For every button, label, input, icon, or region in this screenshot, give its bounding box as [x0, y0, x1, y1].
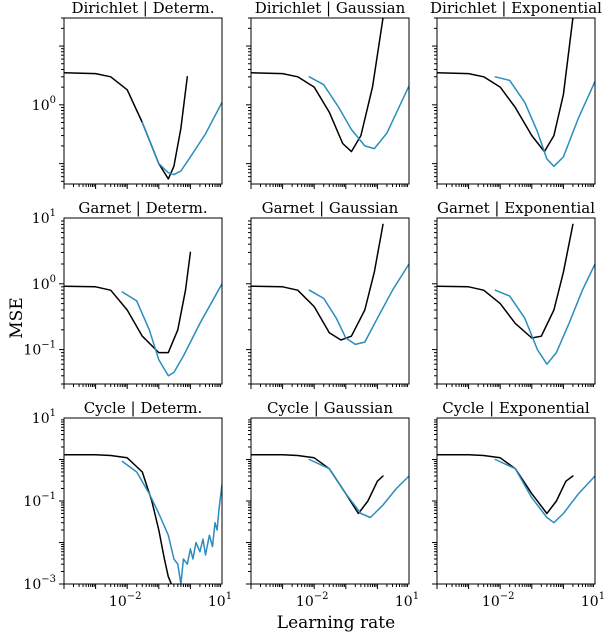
subplot-title: Cycle | Gaussian: [267, 399, 393, 417]
series-line-blue: [308, 263, 409, 346]
series-line-blue: [308, 458, 409, 519]
x-tick-label: 101: [395, 591, 419, 610]
series-line-black: [437, 18, 574, 153]
x-tick-label: 101: [208, 591, 232, 610]
subplot-3: Dirichlet | Exponential: [430, 0, 602, 189]
series-line-blue: [308, 76, 409, 150]
subplot-4: Garnet | Determ. 101 100 10−1: [23, 199, 223, 389]
axes-frame: [250, 17, 410, 185]
x-tick-label: 10−2: [296, 591, 329, 610]
axes-frame: [436, 417, 596, 585]
series-line-blue: [494, 76, 595, 168]
series-line-blue: [141, 101, 222, 176]
y-axis-label: MSE: [7, 297, 27, 338]
series-line-blue: [121, 460, 222, 584]
series-line-black: [437, 454, 574, 515]
x-tick-label: 10−2: [482, 591, 515, 610]
y-tick-label: 100: [32, 274, 56, 293]
y-tick-label: 10−1: [23, 491, 56, 510]
panel-grid: Dirichlet | Determ. 100 Dirichlet | Gaussi…: [23, 0, 605, 610]
x-tick-label: 101: [581, 591, 605, 610]
axes-frame: [63, 217, 223, 385]
axes-frame: [63, 417, 223, 585]
x-axis-label: Learning rate: [277, 613, 395, 633]
subplot-8: Cycle | Gaussian 10−2 101: [246, 399, 419, 610]
subplot-title: Cycle | Determ.: [84, 399, 203, 417]
y-tick-label: 10−3: [23, 574, 56, 593]
series-line-black: [251, 223, 384, 341]
series-line-black: [251, 18, 384, 153]
series-line-blue: [121, 283, 222, 377]
subplot-5: Garnet | Gaussian: [246, 199, 410, 389]
axes-frame: [250, 217, 410, 385]
subplot-title: Garnet | Determ.: [78, 199, 207, 217]
y-tick-label: 101: [32, 208, 56, 227]
subplot-title: Dirichlet | Exponential: [430, 0, 602, 17]
subplot-title: Dirichlet | Determ.: [71, 0, 214, 17]
subplot-6: Garnet | Exponential: [432, 199, 596, 389]
series-line-black: [64, 72, 189, 180]
series-line-black: [64, 454, 173, 584]
subplot-title: Garnet | Exponential: [437, 199, 595, 217]
x-tick-label: 10−2: [109, 591, 142, 610]
series-line-blue: [494, 458, 595, 524]
subplot-2: Dirichlet | Gaussian: [246, 0, 410, 189]
subplot-9: Cycle | Exponential 10−2 101: [432, 399, 605, 610]
subplot-title: Garnet | Gaussian: [262, 199, 399, 217]
subplot-7: Cycle | Determ. 101 10−1 10−3 10−2 101: [23, 399, 232, 610]
subplot-title: Dirichlet | Gaussian: [255, 0, 406, 17]
series-line-black: [437, 223, 574, 339]
y-tick-label: 101: [32, 408, 56, 427]
axes-frame: [436, 217, 596, 385]
series-line-blue: [494, 263, 595, 365]
y-tick-label: 100: [32, 95, 56, 114]
axes-frame: [436, 17, 596, 185]
subplot-title: Cycle | Exponential: [442, 399, 590, 417]
y-tick-label: 10−1: [23, 340, 56, 359]
series-line-black: [64, 251, 192, 354]
subplot-1: Dirichlet | Determ. 100: [32, 0, 223, 189]
axes-frame: [63, 17, 223, 185]
